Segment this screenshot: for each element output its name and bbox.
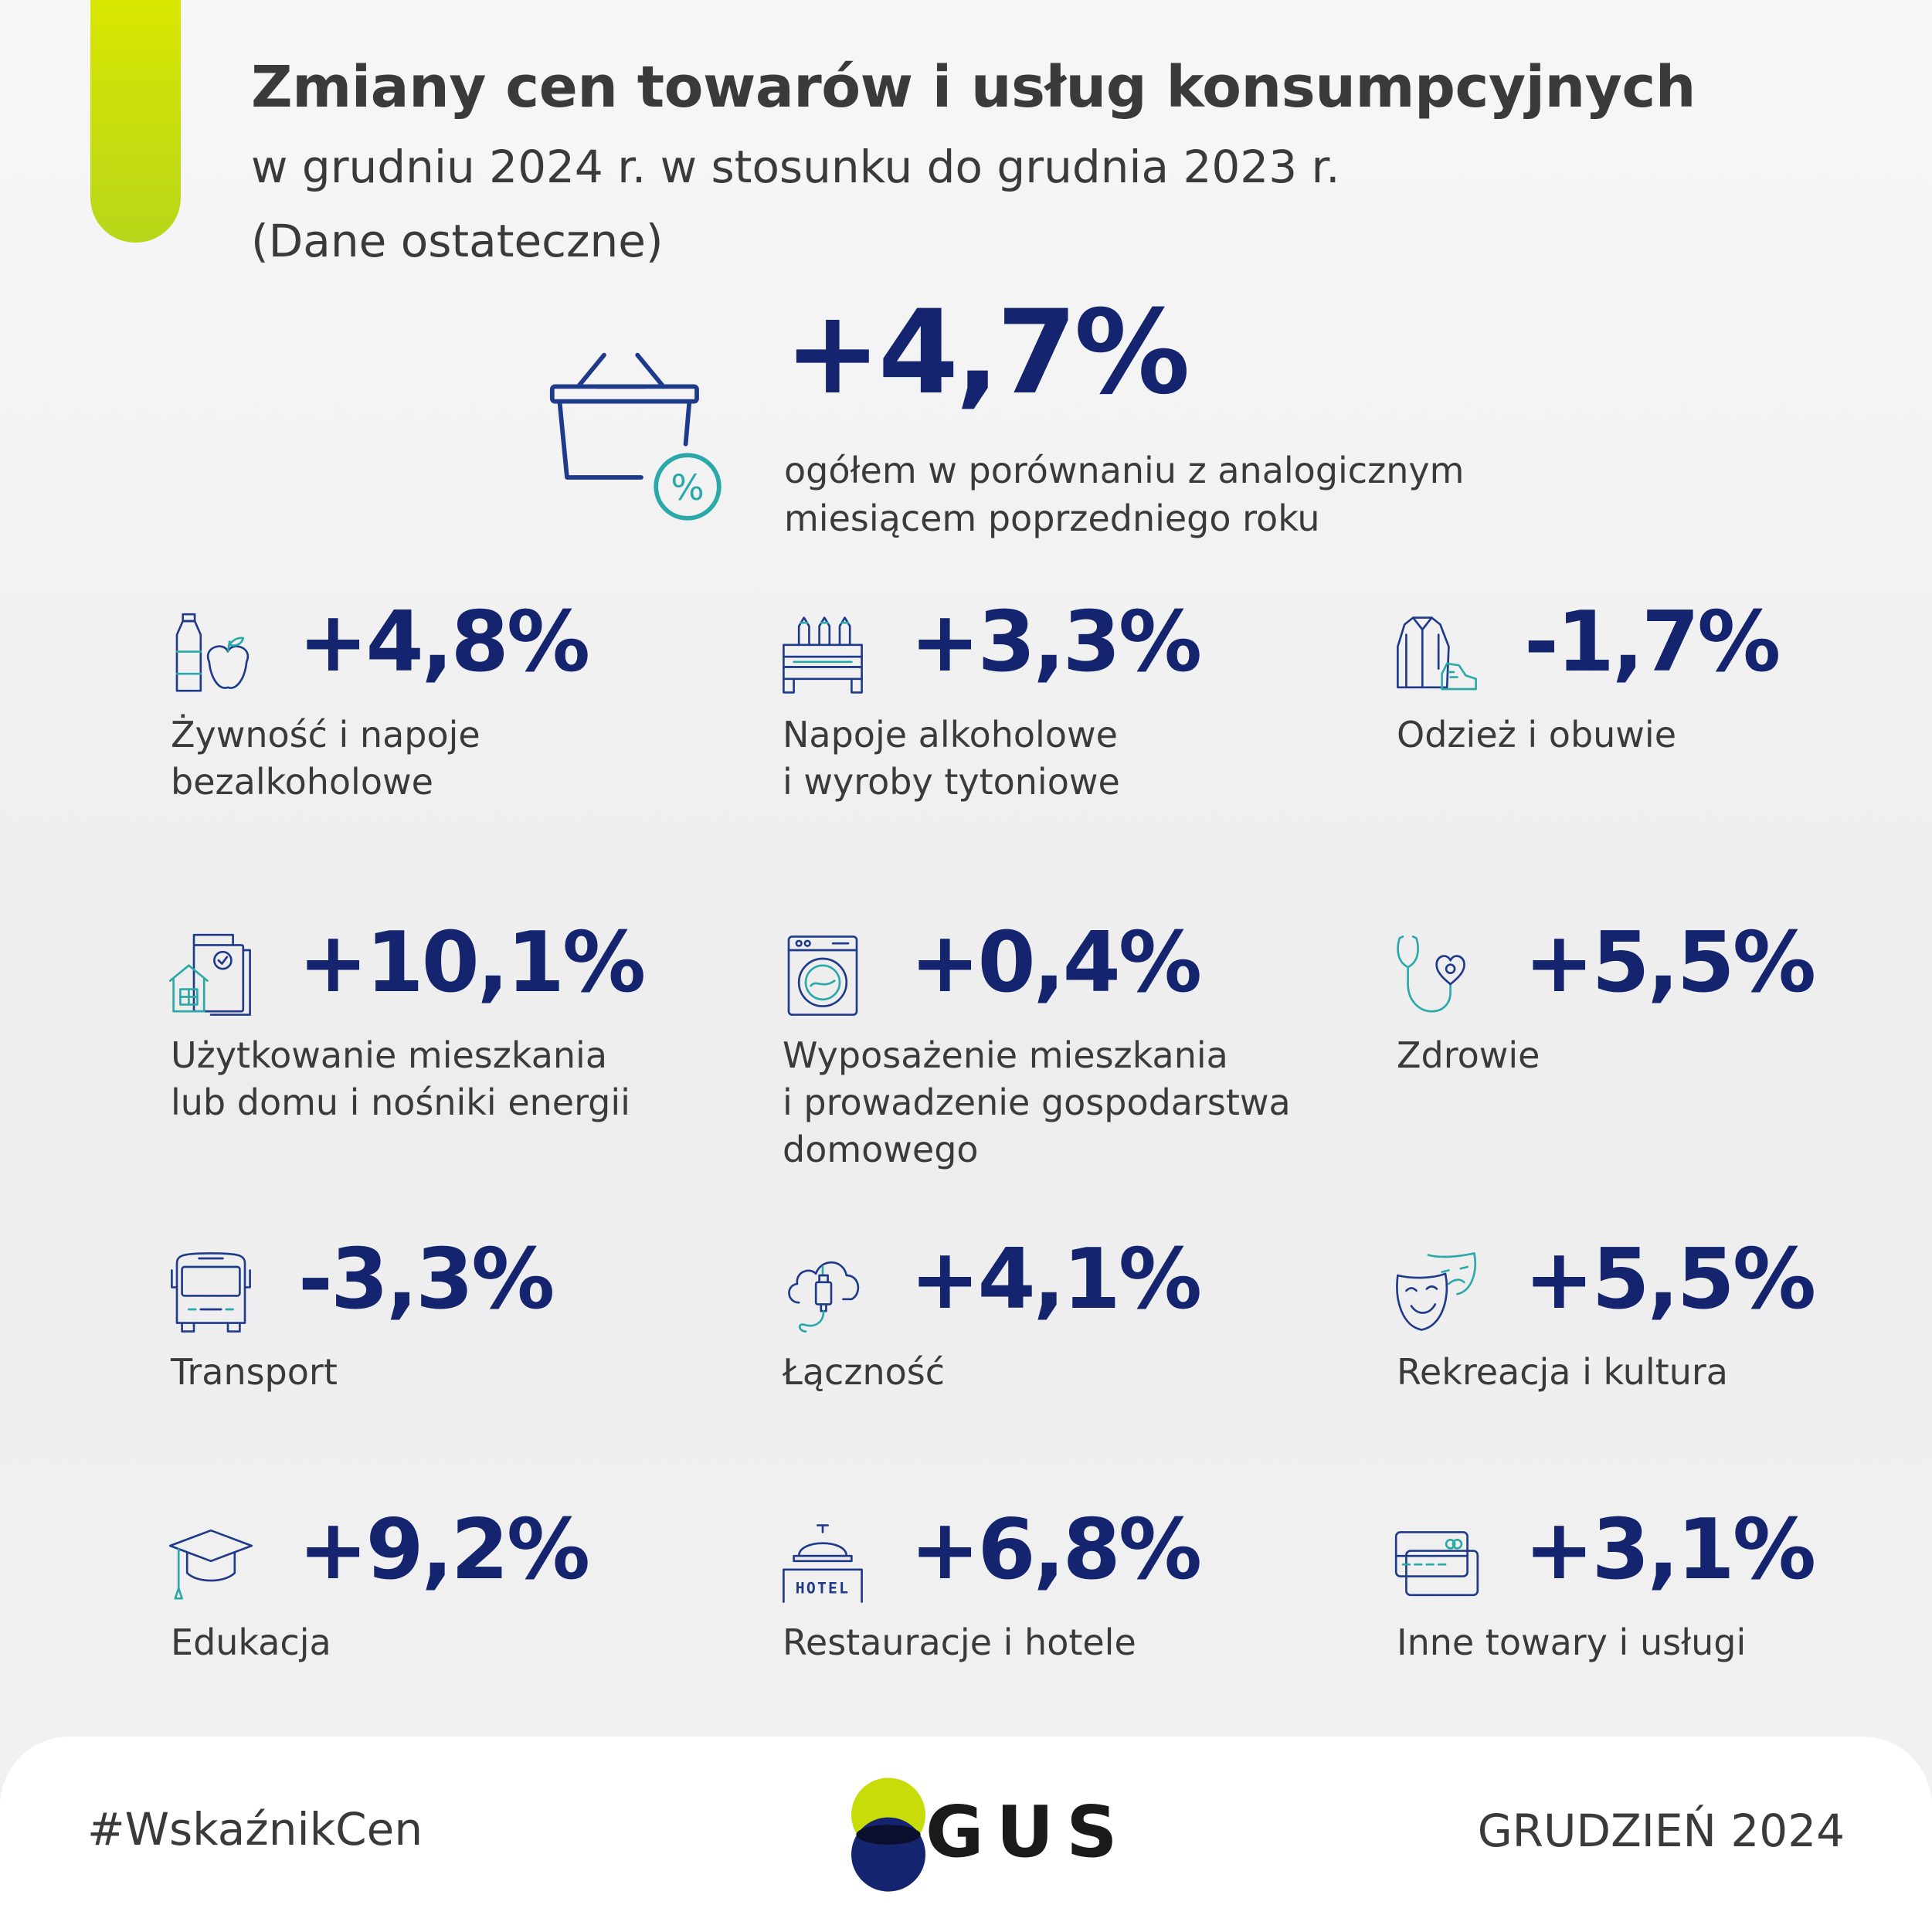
payment-cards-icon (1394, 1531, 1479, 1597)
food-drink-icon (175, 613, 250, 692)
washing-machine-icon (787, 935, 858, 1016)
hotel-sign-text: HOTEL (796, 1580, 851, 1598)
category-value: -1,7% (1524, 594, 1781, 691)
category-value: +5,5% (1524, 1231, 1816, 1328)
house-bill-icon (168, 933, 251, 1016)
category-label: Edukacja (171, 1621, 331, 1663)
theater-masks-icon (1396, 1252, 1476, 1331)
subtitle-line-2: (Dane ostateczne) (251, 215, 664, 267)
category-value: +9,2% (298, 1502, 590, 1598)
clothing-shoe-icon (1397, 616, 1477, 691)
overall-description: ogółem w porównaniu z analogicznym miesi… (784, 446, 1464, 542)
bottle-crate-icon (783, 616, 863, 694)
category-label: Wyposażenie mieszkania i prowadzenie gos… (783, 1034, 1291, 1170)
category-value: +10,1% (298, 915, 646, 1011)
category-value: +0,4% (910, 915, 1202, 1011)
category-label: Napoje alkoholowe i wyroby tytoniowe (783, 714, 1120, 803)
page-title: Zmiany cen towarów i usług konsumpcyjnyc… (251, 54, 1696, 121)
stethoscope-heart-icon (1397, 935, 1465, 1013)
accent-bar (90, 0, 181, 243)
category-label: Zdrowie (1397, 1034, 1540, 1076)
category-label: Odzież i obuwie (1397, 714, 1677, 755)
category-value: +5,5% (1524, 915, 1816, 1011)
shopping-basket-percent-icon: % (549, 352, 722, 521)
cloud-usb-icon (788, 1261, 860, 1333)
category-communication: +4,1% Łączność (780, 1231, 1383, 1528)
category-transport: -3,3% Transport (168, 1231, 771, 1528)
category-food: +4,8% Żywność i napoje bezalkoholowe (168, 594, 771, 891)
gus-logo-icon (851, 1778, 925, 1892)
category-label: Rekreacja i kultura (1397, 1351, 1728, 1393)
report-period: GRUDZIEŃ 2024 (1477, 1805, 1845, 1857)
category-clothing: -1,7% Odzież i obuwie (1394, 594, 1932, 891)
category-value: +4,1% (910, 1231, 1202, 1328)
hotel-bell-icon: HOTEL (783, 1524, 863, 1603)
footer-panel (0, 1737, 1932, 1932)
category-education: +9,2% Edukacja (168, 1502, 771, 1798)
category-label: Inne towary i usługi (1397, 1621, 1747, 1663)
category-other: +3,1% Inne towary i usługi (1394, 1502, 1932, 1798)
hashtag-link[interactable]: #WskaźnikCen (87, 1803, 423, 1856)
category-value: +4,8% (298, 594, 590, 691)
percent-sign: % (671, 467, 704, 508)
page-subtitle: w grudniu 2024 r. w stosunku do grudnia … (251, 130, 1340, 278)
category-household: +0,4% Wyposażenie mieszkania i prowadzen… (780, 915, 1383, 1211)
category-label: Łączność (783, 1351, 946, 1393)
gus-logo-text: GUS (925, 1791, 1130, 1873)
category-value: +3,3% (910, 594, 1202, 691)
category-alcohol: +3,3% Napoje alkoholowe i wyroby tytonio… (780, 594, 1383, 891)
category-label: Żywność i napoje bezalkoholowe (171, 714, 480, 803)
category-label: Restauracje i hotele (783, 1621, 1136, 1663)
bus-icon (171, 1252, 251, 1333)
category-recreation: +5,5% Rekreacja i kultura (1394, 1231, 1932, 1528)
category-value: +3,1% (1524, 1502, 1816, 1598)
category-health: +5,5% Zdrowie (1394, 915, 1932, 1211)
category-value: +6,8% (910, 1502, 1202, 1598)
category-restaurants-hotels: HOTEL +6,8% Restauracje i hotele (780, 1502, 1383, 1798)
category-label: Użytkowanie mieszkania lub domu i nośnik… (171, 1034, 630, 1123)
overall-description-line-1: ogółem w porównaniu z analogicznym (784, 450, 1465, 491)
category-label: Transport (171, 1351, 338, 1393)
subtitle-line-1: w grudniu 2024 r. w stosunku do grudnia … (251, 141, 1340, 193)
overall-description-line-2: miesiącem poprzedniego roku (784, 497, 1320, 539)
category-value: -3,3% (298, 1231, 555, 1328)
overall-value: +4,7% (784, 286, 1190, 420)
graduation-cap-icon (168, 1529, 253, 1600)
category-housing: +10,1% Użytkowanie mieszkania lub domu i… (168, 915, 771, 1211)
